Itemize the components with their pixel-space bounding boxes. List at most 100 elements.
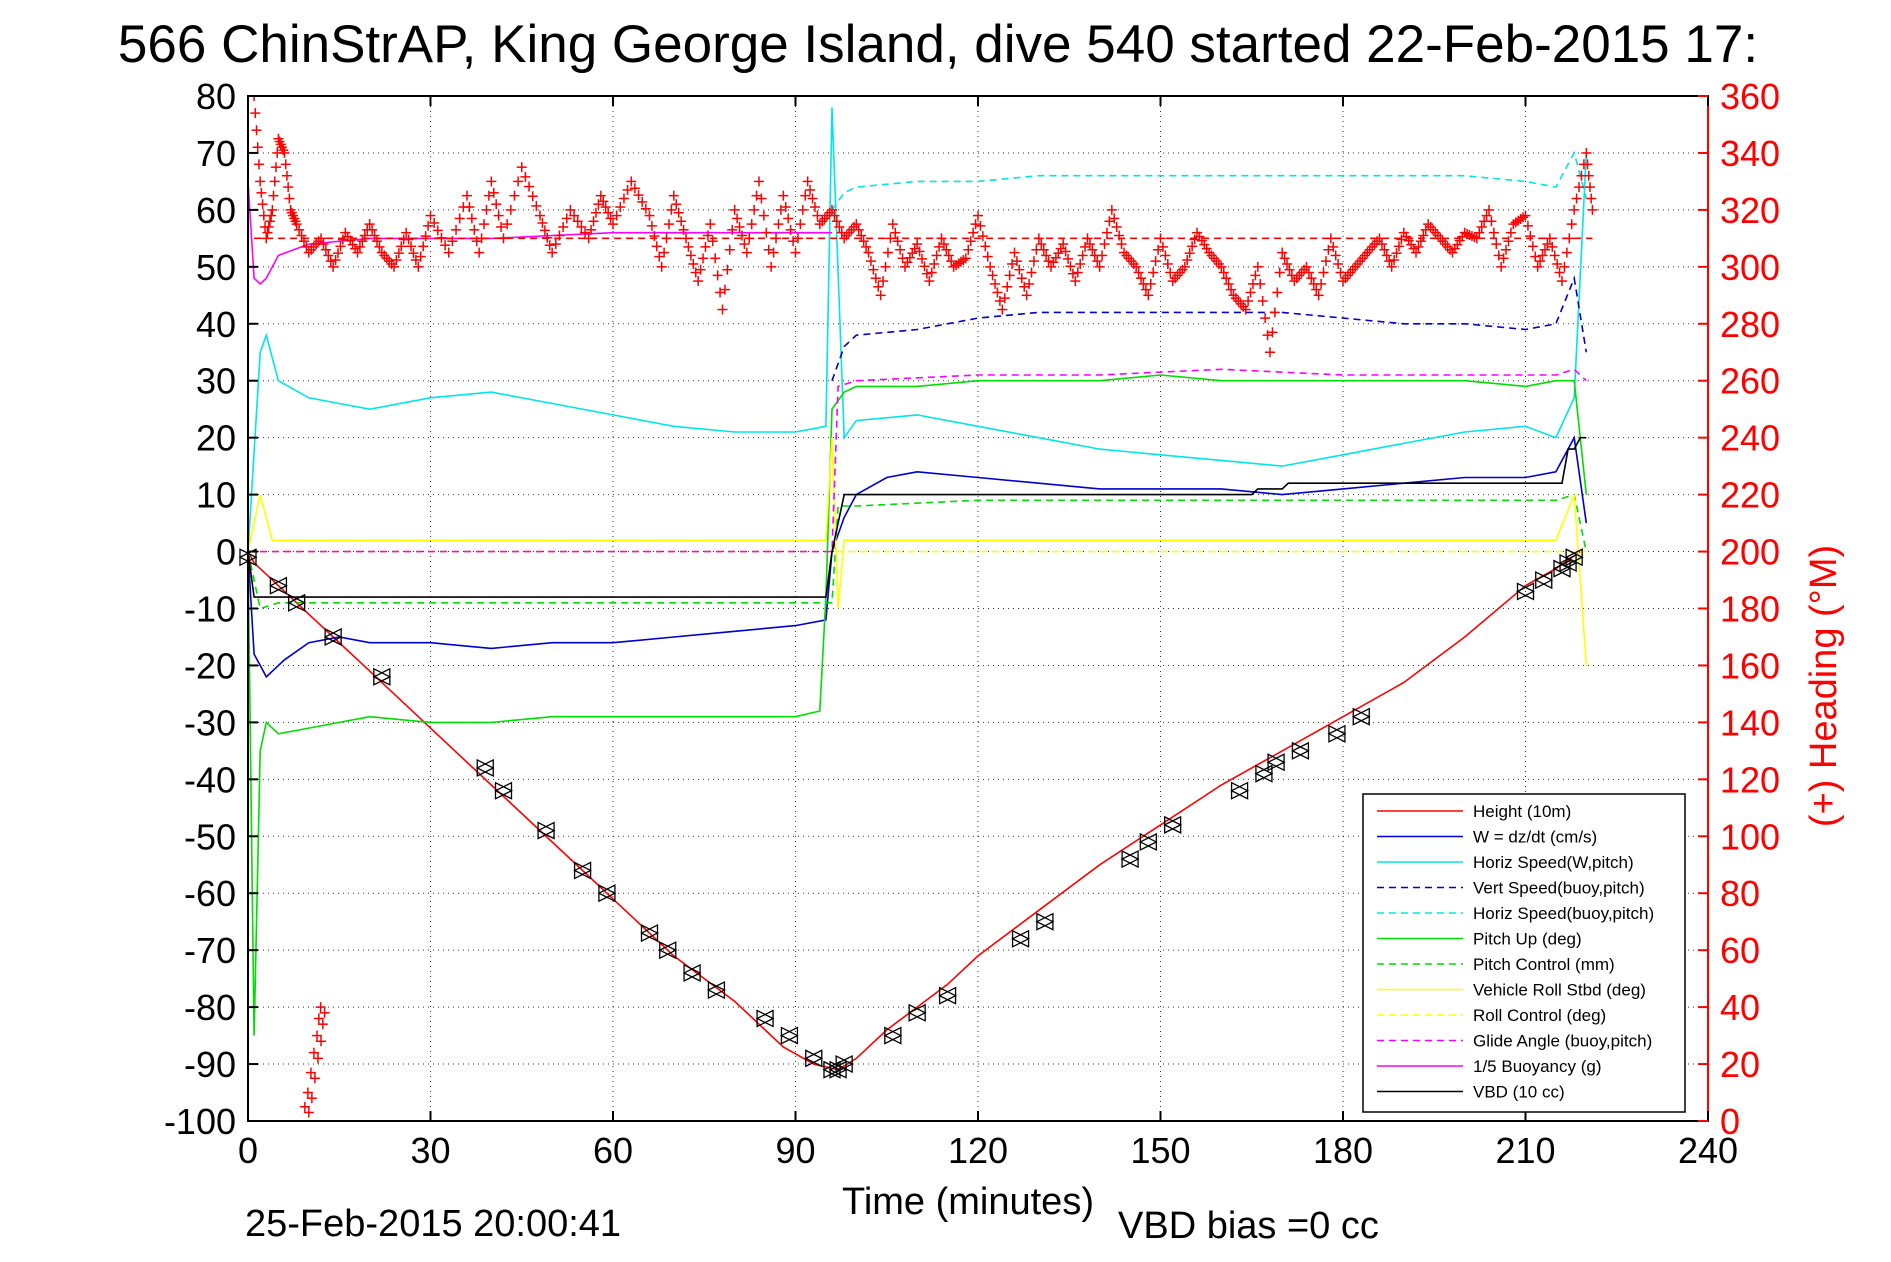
heading-point bbox=[661, 233, 672, 244]
depth-marker-tri bbox=[1558, 553, 1577, 572]
depth-marker-tri bbox=[658, 941, 677, 960]
y-tick-label: 80 bbox=[196, 76, 236, 117]
heading-point bbox=[626, 176, 637, 187]
heading-point bbox=[1014, 264, 1025, 275]
heading-point bbox=[1520, 210, 1531, 221]
heading-point bbox=[262, 227, 273, 238]
heading-point bbox=[1133, 267, 1144, 278]
heading-point bbox=[878, 276, 889, 287]
heading-point bbox=[907, 248, 918, 259]
heading-point bbox=[531, 200, 542, 211]
heading-point bbox=[1586, 193, 1597, 204]
heading-point bbox=[1320, 256, 1331, 267]
heading-point bbox=[637, 196, 648, 207]
heading-point bbox=[861, 241, 872, 252]
depth-marker bbox=[755, 1009, 775, 1028]
heading-point bbox=[1498, 253, 1509, 264]
heading-point bbox=[319, 1007, 330, 1018]
y-tick-label: -70 bbox=[184, 930, 236, 971]
heading-point bbox=[885, 233, 896, 244]
depth-marker-tri bbox=[1552, 559, 1571, 578]
x-tick-label: 210 bbox=[1495, 1130, 1555, 1171]
heading-point bbox=[719, 284, 730, 295]
heading-point bbox=[1067, 268, 1078, 279]
heading-point bbox=[1063, 253, 1074, 264]
heading-point bbox=[646, 220, 657, 231]
heading-point bbox=[1554, 267, 1565, 278]
heading-point bbox=[1038, 244, 1049, 255]
heading-point bbox=[603, 207, 614, 218]
heading-point bbox=[1481, 210, 1492, 221]
heading-point bbox=[1393, 241, 1404, 252]
footer-vbd-bias: VBD bias =0 cc bbox=[1118, 1205, 1379, 1247]
heading-point bbox=[618, 193, 629, 204]
heading-point bbox=[328, 261, 339, 272]
heading-point bbox=[1072, 267, 1083, 278]
heading-point bbox=[1459, 227, 1470, 238]
y-right-tick-label: 120 bbox=[1720, 759, 1780, 800]
depth-marker bbox=[1230, 781, 1250, 800]
heading-point bbox=[659, 247, 670, 258]
heading-point bbox=[333, 248, 344, 259]
heading-point bbox=[805, 184, 816, 195]
heading-point bbox=[990, 278, 1001, 289]
series-layer bbox=[248, 107, 1588, 1071]
heading-point bbox=[926, 267, 937, 278]
depth-marker-tri bbox=[1516, 582, 1535, 601]
depth-marker bbox=[1564, 548, 1584, 567]
heading-point bbox=[486, 176, 497, 187]
heading-point bbox=[1583, 170, 1594, 181]
heading-point bbox=[1250, 270, 1261, 281]
heading-point bbox=[1539, 244, 1550, 255]
depth-marker bbox=[682, 963, 702, 982]
heading-point bbox=[374, 241, 385, 252]
heading-point bbox=[1002, 281, 1013, 292]
depth-marker bbox=[1035, 912, 1055, 931]
heading-point bbox=[1561, 247, 1572, 258]
legend-label: Roll Control (deg) bbox=[1473, 1006, 1606, 1025]
heading-point bbox=[493, 210, 504, 221]
heading-point bbox=[858, 236, 869, 247]
heading-point bbox=[851, 219, 862, 230]
heading-point bbox=[1058, 239, 1069, 250]
heading-point bbox=[279, 147, 290, 158]
heading-point bbox=[924, 276, 935, 287]
heading-point bbox=[829, 210, 840, 221]
x-tick-label: 0 bbox=[238, 1130, 258, 1171]
series-horiz-speed-w-pitch bbox=[248, 107, 1588, 552]
heading-point bbox=[611, 210, 622, 221]
depth-marker-tri bbox=[1138, 832, 1157, 852]
heading-point bbox=[454, 213, 465, 224]
heading-point bbox=[325, 256, 336, 267]
x-tick-label: 120 bbox=[948, 1130, 1008, 1171]
heading-point bbox=[1582, 159, 1593, 170]
heading-point bbox=[919, 261, 930, 272]
depth-marker bbox=[883, 1026, 903, 1045]
heading-point bbox=[505, 204, 516, 215]
depth-marker-tri bbox=[828, 1060, 847, 1079]
legend-box bbox=[1362, 793, 1686, 1113]
heading-point bbox=[312, 1053, 323, 1064]
heading-point bbox=[768, 247, 779, 258]
heading-point bbox=[1084, 239, 1095, 250]
heading-point bbox=[586, 224, 597, 235]
depth-marker-tri bbox=[804, 1049, 823, 1068]
depth-marker-tri bbox=[1534, 570, 1553, 590]
heading-point bbox=[856, 230, 867, 241]
heading-point bbox=[1391, 248, 1402, 259]
heading-point bbox=[1389, 255, 1400, 265]
heading-point bbox=[1046, 261, 1056, 272]
heading-point bbox=[1277, 247, 1288, 258]
depth-marker bbox=[372, 667, 392, 686]
depth-marker bbox=[1120, 850, 1140, 869]
heading-point bbox=[807, 193, 818, 204]
heading-point bbox=[1145, 278, 1156, 289]
heading-point bbox=[516, 162, 527, 173]
series-height-10m bbox=[248, 550, 1581, 1071]
heading-point bbox=[929, 258, 940, 269]
depth-marker-tri bbox=[1254, 764, 1273, 783]
heading-point bbox=[783, 213, 794, 224]
heading-point bbox=[732, 213, 743, 224]
heading-point bbox=[973, 210, 983, 221]
